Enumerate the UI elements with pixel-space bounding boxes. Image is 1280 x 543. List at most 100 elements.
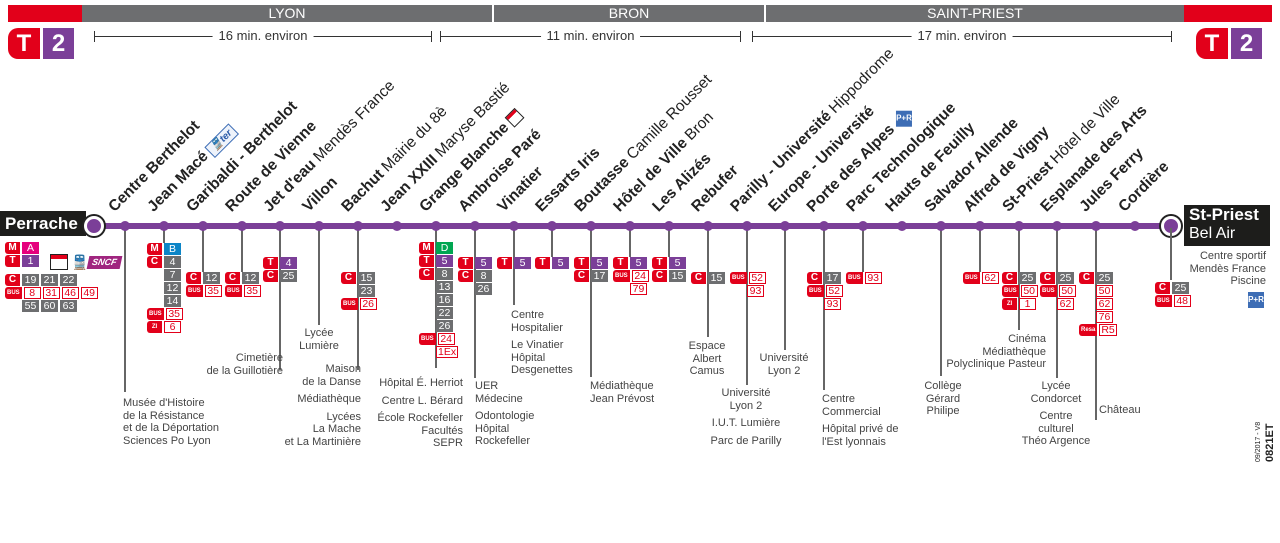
station-dot[interactable]: [780, 221, 790, 231]
line-badge[interactable]: 63: [60, 300, 77, 312]
line-badge[interactable]: 55: [22, 300, 39, 312]
line-badge[interactable]: 12: [203, 272, 220, 284]
line-badge[interactable]: 8: [436, 268, 453, 280]
station-dot[interactable]: [198, 221, 208, 231]
line-badge[interactable]: 5: [669, 257, 686, 269]
line-badge[interactable]: R5: [1099, 324, 1117, 336]
station-dot[interactable]: [819, 221, 829, 231]
station-dot[interactable]: [353, 221, 363, 231]
station-dot[interactable]: [314, 221, 324, 231]
station-dot[interactable]: [936, 221, 946, 231]
station-dot[interactable]: [509, 221, 519, 231]
line-badge[interactable]: 23: [358, 285, 375, 297]
line-badge[interactable]: 93: [864, 272, 882, 284]
station-dot[interactable]: [470, 221, 480, 231]
line-badge[interactable]: 25: [1172, 282, 1189, 294]
line-badge[interactable]: 5: [436, 255, 453, 267]
line-badge[interactable]: 12: [164, 282, 181, 294]
line-badge[interactable]: 76: [1096, 311, 1113, 323]
line-badge[interactable]: 17: [824, 272, 841, 284]
station-dot[interactable]: [120, 221, 130, 231]
line-badge[interactable]: 26: [475, 283, 492, 295]
line-badge[interactable]: 12: [242, 272, 259, 284]
line-badge[interactable]: 35: [165, 308, 183, 320]
line-badge[interactable]: 22: [60, 274, 77, 286]
station-dot[interactable]: [742, 221, 752, 231]
line-badge[interactable]: 5: [475, 257, 492, 269]
station-dot[interactable]: [1130, 221, 1140, 231]
station-dot[interactable]: [275, 221, 285, 231]
station-dot[interactable]: [858, 221, 868, 231]
line-badge[interactable]: 52: [825, 285, 843, 297]
line-badge[interactable]: 26: [436, 320, 453, 332]
line-badge[interactable]: 17: [591, 270, 608, 282]
line-badge[interactable]: 14: [164, 295, 181, 307]
line-badge[interactable]: 5: [514, 257, 531, 269]
station-dot[interactable]: [1014, 221, 1024, 231]
station-dot[interactable]: [975, 221, 985, 231]
line-badge[interactable]: 5: [591, 257, 608, 269]
line-badge[interactable]: 25: [280, 270, 297, 282]
line-badge[interactable]: 19: [22, 274, 39, 286]
line-badge[interactable]: 24: [437, 333, 455, 345]
line-badge[interactable]: 48: [1173, 295, 1191, 307]
line-badge[interactable]: D: [436, 242, 453, 254]
line-badge[interactable]: 35: [243, 285, 261, 297]
line-badge[interactable]: 50: [1058, 285, 1076, 297]
line-badge[interactable]: 26: [359, 298, 377, 310]
station-dot[interactable]: [1091, 221, 1101, 231]
line-badge[interactable]: 1: [22, 255, 39, 267]
line-badge[interactable]: 31: [42, 287, 60, 299]
line-badge[interactable]: 4: [280, 257, 297, 269]
station-dot[interactable]: [664, 221, 674, 231]
terminus-station-name[interactable]: St-Priest Bel Air: [1184, 205, 1270, 246]
line-badge[interactable]: 5: [630, 257, 647, 269]
line-badge[interactable]: 6: [164, 321, 181, 333]
line-badge[interactable]: 49: [80, 287, 98, 299]
line-badge[interactable]: 16: [436, 294, 453, 306]
line-badge[interactable]: 8: [23, 287, 41, 299]
line-badge[interactable]: 52: [748, 272, 766, 284]
line-badge[interactable]: 8: [475, 270, 492, 282]
line-badge[interactable]: 62: [1057, 298, 1074, 310]
line-badge[interactable]: 62: [981, 272, 999, 284]
line-badge[interactable]: 35: [204, 285, 222, 297]
line-badge[interactable]: 15: [669, 270, 686, 282]
origin-terminus-dot[interactable]: [84, 216, 104, 236]
line-badge[interactable]: 15: [358, 272, 375, 284]
station-dot[interactable]: [586, 221, 596, 231]
line-badge[interactable]: 15: [708, 272, 725, 284]
line-badge[interactable]: 1: [1019, 298, 1036, 310]
line-badge[interactable]: 50: [1096, 285, 1113, 297]
line-badge[interactable]: 79: [630, 283, 647, 295]
station-dot[interactable]: [237, 221, 247, 231]
station-dot[interactable]: [1052, 221, 1062, 231]
station-dot[interactable]: [625, 221, 635, 231]
line-badge[interactable]: 1Ex: [436, 346, 459, 358]
line-badge[interactable]: B: [164, 243, 181, 255]
station-dot[interactable]: [431, 221, 441, 231]
line-badge[interactable]: 62: [1096, 298, 1113, 310]
line-badge[interactable]: A: [22, 242, 39, 254]
line-badge[interactable]: 21: [41, 274, 58, 286]
line-badge[interactable]: 7: [164, 269, 181, 281]
line-badge[interactable]: 24: [631, 270, 649, 282]
station-dot[interactable]: [547, 221, 557, 231]
station-dot[interactable]: [392, 221, 402, 231]
line-badge[interactable]: 25: [1019, 272, 1036, 284]
station-dot[interactable]: [159, 221, 169, 231]
line-badge[interactable]: 4: [164, 256, 181, 268]
line-badge[interactable]: 5: [552, 257, 569, 269]
station-dot[interactable]: [703, 221, 713, 231]
line-badge[interactable]: 50: [1020, 285, 1038, 297]
line-badge[interactable]: 25: [1096, 272, 1113, 284]
station-dot[interactable]: [897, 221, 907, 231]
line-badge[interactable]: 93: [824, 298, 841, 310]
line-badge[interactable]: 13: [436, 281, 453, 293]
line-badge[interactable]: 25: [1057, 272, 1074, 284]
line-badge[interactable]: 93: [747, 285, 764, 297]
line-badge[interactable]: 22: [436, 307, 453, 319]
line-badge[interactable]: 46: [61, 287, 79, 299]
origin-station-name[interactable]: Perrache: [0, 211, 86, 236]
line-badge[interactable]: 60: [41, 300, 58, 312]
